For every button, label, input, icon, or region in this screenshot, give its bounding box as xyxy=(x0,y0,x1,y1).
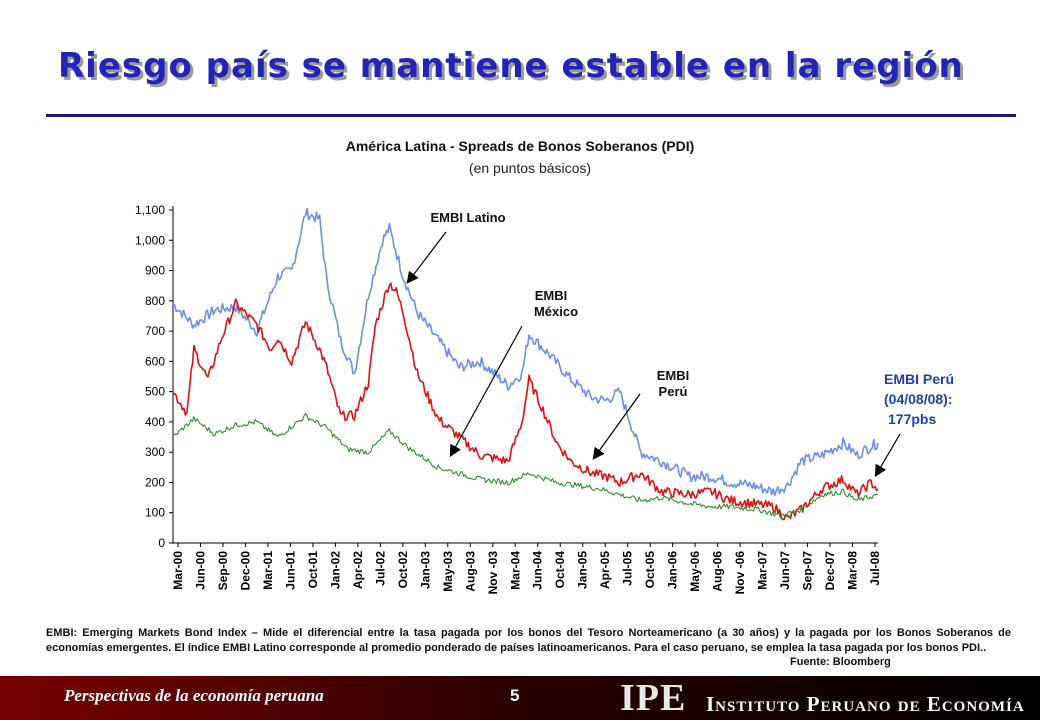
title-divider xyxy=(46,114,1016,117)
arrow-embi-peru xyxy=(592,393,641,460)
x-tick-label: Jan-06 xyxy=(666,551,680,589)
logo-acronym: IPE xyxy=(620,677,687,719)
x-tick-label: Mar-07 xyxy=(756,551,770,590)
series-line-embi-mexico xyxy=(172,282,879,521)
x-tick-label: Apr-02 xyxy=(351,551,365,589)
slide-footer: Perspectivas de la economía peruana 5 IP… xyxy=(0,676,1040,720)
x-tick-label: Sep-07 xyxy=(801,551,815,591)
footer-title: Perspectivas de la economía peruana xyxy=(64,686,324,705)
series-line-embi-latino xyxy=(172,207,879,497)
x-tick-label: Mar-00 xyxy=(171,551,185,590)
x-tick-label: Nov -03 xyxy=(486,551,500,595)
series-line-embi-peru xyxy=(172,413,879,518)
label-embi-peru-line2: Perú xyxy=(659,384,688,399)
y-tick-label: 1,100 xyxy=(135,203,165,217)
source-note: Fuente: Bloomberg xyxy=(790,656,891,668)
label-embi-mexico-line1: EMBI xyxy=(535,288,568,303)
x-tick-label: Jul-08 xyxy=(868,551,882,586)
x-tick-label: Dec-00 xyxy=(238,551,252,591)
y-tick-label: 100 xyxy=(145,506,165,520)
x-tick-label: Mar-08 xyxy=(846,551,860,590)
y-tick-label: 800 xyxy=(145,294,165,308)
chart-annotations: EMBI Latino EMBI México EMBI Perú EMBI P… xyxy=(406,210,954,478)
y-tick-label: 200 xyxy=(145,475,165,489)
arrow-embi-peru-latest xyxy=(874,433,901,478)
y-tick-label: 0 xyxy=(158,536,165,550)
x-tick-label: Dec-07 xyxy=(823,551,837,591)
label-embi-peru-latest-1: EMBI Perú xyxy=(884,371,954,387)
x-tick-label: Aug-03 xyxy=(463,551,477,592)
arrow-embi-latino xyxy=(406,231,447,284)
y-axis-ticks: 0 100 200 300 400 500 600 700 800 900 1,000 1,100 xyxy=(135,203,173,550)
x-tick-label: Jan-02 xyxy=(328,551,342,589)
y-tick-label: 600 xyxy=(145,354,165,368)
chart-title: América Latina - Spreads de Bonos Sobera… xyxy=(345,138,695,154)
x-tick-label: Aug-06 xyxy=(711,551,725,592)
y-tick-label: 1,000 xyxy=(135,233,165,247)
x-tick-label: Oct-05 xyxy=(643,551,657,589)
x-tick-label: Jun-04 xyxy=(531,551,545,590)
y-tick-label: 400 xyxy=(145,415,165,429)
y-tick-label: 700 xyxy=(145,324,165,338)
x-tick-label: Mar-04 xyxy=(508,551,522,590)
x-tick-label: Jun-07 xyxy=(778,551,792,590)
x-tick-label: Nov -06 xyxy=(733,551,747,595)
x-tick-label: May-06 xyxy=(688,551,702,592)
spreads-line-chart: 0 100 200 300 400 500 600 700 800 900 1,000 1,100 M… xyxy=(135,203,954,594)
slide-title: Riesgo país se mantiene estable en la re… xyxy=(58,46,964,86)
label-embi-peru-latest-3: 177pbs xyxy=(888,411,936,427)
arrow-embi-mexico xyxy=(449,325,523,458)
x-tick-label: Jun-01 xyxy=(283,551,297,590)
x-tick-label: Mar-01 xyxy=(261,551,275,590)
x-axis-ticks: Mar-00 Jun-00 Sep-00 Dec-00 Mar-01 Jun-01 Oct-… xyxy=(171,543,882,594)
x-tick-label: Jul-02 xyxy=(373,551,387,586)
x-tick-label: Oct-02 xyxy=(396,551,410,589)
x-tick-label: Jan-05 xyxy=(576,551,590,589)
annotation-arrows xyxy=(406,231,901,478)
ipe-logo: IPE Instituto Peruano de Economía xyxy=(620,676,1024,720)
x-tick-label: Jun-00 xyxy=(193,551,207,590)
footnote-embi-definition: EMBI: Emerging Markets Bond Index – Mide… xyxy=(46,627,1011,654)
chart-subtitle: (en puntos básicos) xyxy=(468,160,592,176)
x-tick-label: Jan-03 xyxy=(418,551,432,589)
x-tick-label: Oct-04 xyxy=(553,551,567,589)
label-embi-peru-latest-2: (04/08/08): xyxy=(884,391,952,407)
label-embi-mexico-line2: México xyxy=(534,304,578,319)
logo-name: Instituto Peruano de Economía xyxy=(706,692,1025,716)
label-embi-latino: EMBI Latino xyxy=(430,210,505,225)
x-tick-label: May-03 xyxy=(441,551,455,592)
x-tick-label: Oct-01 xyxy=(306,551,320,589)
label-embi-peru-line1: EMBI xyxy=(657,368,690,383)
series-lines xyxy=(172,207,879,521)
x-tick-label: Sep-00 xyxy=(216,551,230,591)
x-tick-label: Jul-05 xyxy=(621,551,635,586)
y-tick-label: 500 xyxy=(145,385,165,399)
x-tick-label: Apr-05 xyxy=(598,551,612,589)
y-tick-label: 900 xyxy=(145,264,165,278)
y-tick-label: 300 xyxy=(145,445,165,459)
page-number: 5 xyxy=(510,686,520,705)
